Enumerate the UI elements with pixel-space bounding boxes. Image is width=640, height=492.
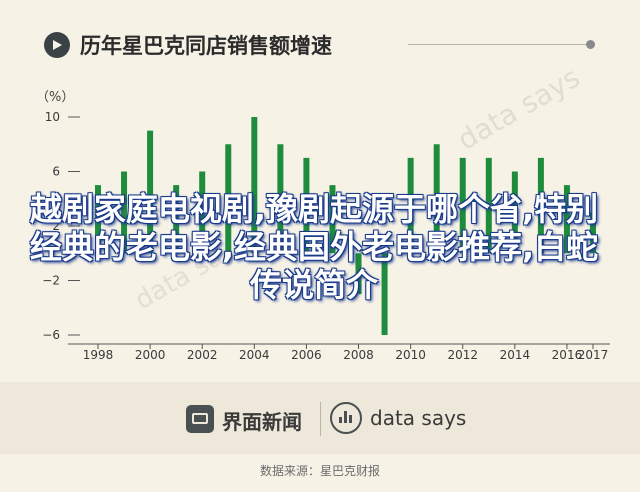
brand-divider <box>320 402 321 436</box>
bar-2012 <box>459 157 466 254</box>
chart-title: 历年星巴克同店销售额增速 <box>80 34 332 58</box>
bar-2003 <box>225 144 232 254</box>
bar-2007 <box>329 185 336 254</box>
bar-2014 <box>511 171 518 254</box>
y-tick-label: 2 <box>52 219 60 233</box>
data-says-logo-icon <box>330 402 362 434</box>
x-tick-label: 2006 <box>291 348 322 362</box>
title-divider-dot <box>586 40 595 49</box>
bar-2004 <box>251 117 258 254</box>
bar-2001 <box>173 185 180 254</box>
x-tick-label: 2017 <box>578 348 609 362</box>
bar-2016 <box>563 185 570 254</box>
x-tick-label: 2004 <box>239 348 270 362</box>
bar-2009 <box>381 253 388 335</box>
jiemian-logo-icon <box>186 405 214 433</box>
y-axis-unit: （%） <box>36 90 75 105</box>
bar-2015 <box>537 157 544 254</box>
x-tick-label: 2000 <box>135 348 166 362</box>
bar-1999 <box>121 171 128 254</box>
x-tick-label: 1998 <box>83 348 114 362</box>
brand-data-says: data says <box>370 406 467 430</box>
bar-2002 <box>199 171 206 254</box>
x-tick-label: 2014 <box>500 348 531 362</box>
x-tick-label: 2008 <box>343 348 374 362</box>
x-tick-label: 2002 <box>187 348 218 362</box>
title-divider <box>408 44 586 45</box>
bar-chart: 10 6 2 −2 −6 1998 2000 2002 2004 2006 2008 2010 2012… <box>42 110 610 362</box>
bar-2000 <box>147 130 154 254</box>
bar-2010 <box>407 157 414 254</box>
x-tick-label: 2012 <box>447 348 478 362</box>
data-source: 数据来源：星巴克财报 <box>259 464 380 478</box>
overlay-headline: 越剧家庭电视剧,豫剧起源于哪个省,特别经典的老电影,经典国外老电影推荐,白蛇传说… <box>29 190 599 304</box>
bar-2005 <box>277 144 284 254</box>
x-tick-label: 2016 <box>552 348 583 362</box>
y-tick-label: 6 <box>52 165 60 179</box>
bar-2013 <box>485 157 492 254</box>
play-icon <box>44 32 70 58</box>
chart-header: 历年星巴克同店销售额增速 （%） <box>0 0 640 105</box>
y-tick-label: 10 <box>45 110 60 124</box>
bar-2011 <box>433 144 440 254</box>
bar-2008 <box>355 253 362 295</box>
bar-2006 <box>303 157 310 254</box>
bar-2017 <box>590 212 596 254</box>
brand-jiemian: 界面新闻 <box>222 410 302 434</box>
x-tick-label: 2010 <box>395 348 426 362</box>
bar-1998 <box>95 185 101 254</box>
y-tick-label: −2 <box>42 274 60 288</box>
y-tick-label: −6 <box>42 328 60 342</box>
